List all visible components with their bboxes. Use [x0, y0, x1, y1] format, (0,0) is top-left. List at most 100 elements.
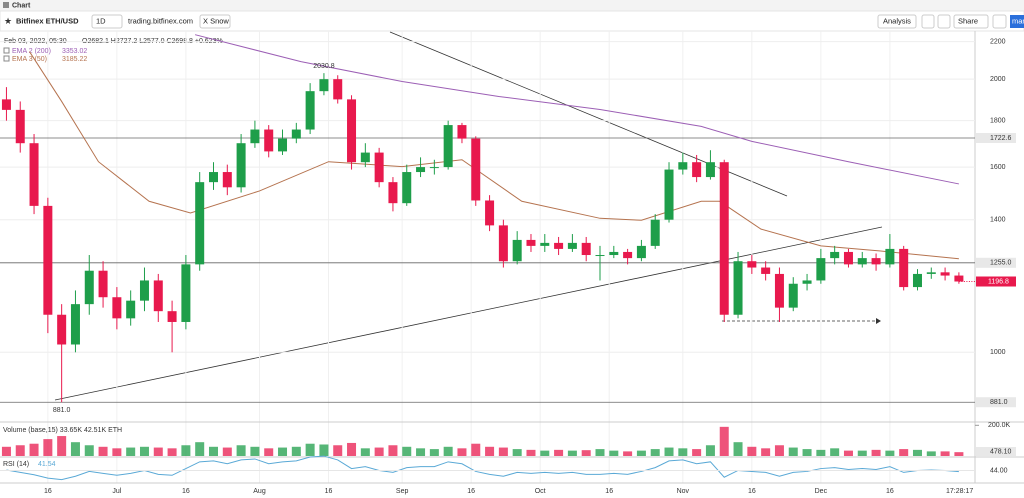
x-tick-label: Oct	[535, 488, 546, 495]
candle-body	[429, 167, 439, 169]
candle-body	[609, 251, 619, 256]
analysis[interactable]: Analysis	[883, 16, 911, 25]
x-tick-label: 16	[748, 488, 756, 495]
volume-bar	[236, 445, 246, 456]
legend-value: 3353.02	[62, 48, 87, 55]
volume-bar	[416, 448, 426, 456]
candle-body	[705, 162, 715, 178]
candle-body	[43, 205, 53, 315]
volume-bar	[70, 442, 80, 456]
candle-body	[181, 264, 191, 322]
more-box[interactable]	[1010, 15, 1024, 28]
candle-body	[857, 258, 867, 265]
candle-body	[940, 272, 950, 276]
x-tick-label: Dec	[815, 488, 828, 495]
volume-bar	[636, 450, 646, 456]
more[interactable]: mar	[1012, 16, 1024, 25]
snow-box[interactable]	[199, 14, 231, 29]
source[interactable]: trading.bitfinex.com	[128, 16, 193, 25]
volume-bar	[195, 442, 205, 456]
volume-bar	[43, 439, 53, 456]
analysis-box[interactable]	[877, 14, 917, 29]
candle-body	[816, 258, 826, 281]
volume-bar	[1, 446, 11, 456]
candle-body	[236, 143, 246, 188]
toolbar	[0, 10, 1024, 32]
x-tick-label: Nov	[677, 488, 690, 495]
candle-body	[885, 248, 895, 265]
x-tick-label: Sep	[396, 488, 409, 495]
legend-box	[3, 47, 10, 54]
draw-button[interactable]	[937, 14, 951, 29]
volume-bar	[816, 449, 826, 456]
annotation: 2030.8	[313, 63, 335, 70]
candle-body	[719, 162, 729, 315]
candle-body	[678, 162, 688, 170]
legend-name: EMA 2 (200)	[12, 48, 51, 55]
candle-body	[333, 79, 343, 100]
interval-box[interactable]	[91, 14, 123, 29]
level-label: 1722.6	[990, 135, 1012, 142]
legend-box	[3, 55, 10, 62]
bars-button[interactable]	[921, 14, 935, 29]
candle-body	[581, 242, 591, 256]
candle-body	[457, 125, 467, 139]
candle-body	[291, 129, 301, 139]
level-label-box	[976, 132, 1016, 143]
level-label-box	[976, 257, 1016, 268]
volume-bar	[830, 448, 840, 456]
candle-body	[250, 129, 260, 144]
candle-body	[512, 239, 522, 262]
volume-bar	[402, 446, 412, 456]
legend-value: 3185.22	[62, 56, 87, 63]
candle-body	[471, 138, 481, 201]
fullscreen-button[interactable]	[992, 14, 1007, 29]
interval[interactable]: 1D	[96, 16, 106, 25]
candle-body	[443, 125, 453, 168]
volume-bar	[457, 448, 467, 456]
volume-bar	[443, 446, 453, 456]
share-box[interactable]	[953, 14, 989, 29]
trend-line	[54, 226, 883, 401]
candle-body	[319, 79, 329, 92]
level-label: 1255.0	[990, 260, 1012, 267]
candle-body	[112, 297, 122, 319]
symbol[interactable]: Bitfinex ETH/USD	[16, 16, 79, 25]
candle-body	[692, 162, 702, 178]
y-tick-label: 2200	[990, 38, 1006, 45]
snow[interactable]: X Snow	[203, 16, 229, 25]
level-label-box	[976, 397, 1016, 408]
y-tick-label: 1000	[990, 349, 1006, 356]
volume-bar	[885, 450, 895, 456]
y-tick-label: 1400	[990, 217, 1006, 224]
volume-bar	[139, 446, 149, 456]
volume-bar	[388, 445, 398, 456]
volume-bar	[98, 446, 108, 456]
volume-last-box	[976, 447, 1016, 456]
candle-body	[305, 91, 315, 130]
volume-bar	[512, 449, 522, 456]
volume-bar	[692, 449, 702, 456]
candle-body	[402, 172, 412, 204]
candle-body	[912, 273, 922, 288]
volume-bar	[554, 449, 564, 456]
candle-body	[360, 152, 370, 163]
candle-body	[485, 200, 495, 226]
candle-body	[222, 172, 232, 188]
candle-body	[802, 280, 812, 284]
last-price-box	[976, 276, 1016, 287]
volume-bar	[747, 446, 757, 456]
candle-body	[29, 143, 39, 206]
x-tick-label: Aug	[253, 488, 266, 495]
volume-bar	[264, 448, 274, 456]
volume-bar	[940, 451, 950, 456]
volume-bar	[788, 447, 798, 456]
x-tick-label: Jul	[112, 488, 121, 495]
candle-body	[167, 311, 177, 322]
star-icon[interactable]: ★	[4, 16, 12, 26]
volume-bar	[899, 449, 909, 456]
candle-body	[264, 129, 274, 152]
volume-label: Volume (base,15) 33.65K 42.51K ETH	[3, 427, 122, 434]
share[interactable]: Share	[958, 16, 978, 25]
candle-body	[416, 167, 426, 173]
